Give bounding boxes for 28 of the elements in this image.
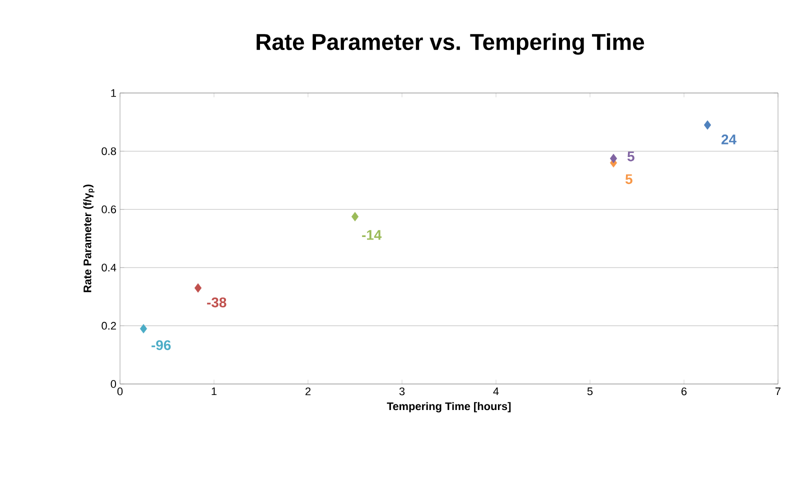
x-tick-label: 7	[776, 388, 780, 396]
point	[140, 324, 148, 334]
x-tick-label: 6	[682, 388, 687, 396]
series-label: 24	[722, 134, 736, 144]
y-tick-label: 0.2	[102, 322, 116, 330]
x-axis-title: Tempering Time [hours]	[386, 402, 511, 412]
point	[194, 283, 202, 293]
point	[610, 154, 618, 164]
point	[704, 120, 712, 130]
series-label: 5	[627, 152, 634, 162]
x-tick-label: 4	[493, 388, 499, 396]
chart-title: Rate Parameter vs. Tempering Time	[256, 33, 644, 55]
point	[351, 212, 359, 222]
series-label: -14	[362, 230, 382, 240]
series-label: 5	[625, 174, 632, 184]
y-tick-label: 1	[111, 89, 116, 97]
x-tick-label: 0	[117, 388, 123, 396]
y-tick-label: 0	[110, 380, 116, 388]
y-axis-title: Rate Parameter (f/γ$_{p}$)	[83, 184, 94, 292]
y-tick-label: 0.6	[102, 206, 116, 214]
y-tick-label: 0.8	[102, 147, 116, 156]
x-tick-label: 1	[212, 388, 217, 396]
x-tick-label: 5	[587, 388, 593, 396]
series-label: -96	[152, 340, 171, 350]
y-tick-label: 0.4	[102, 264, 116, 272]
series-label: -38	[207, 297, 226, 308]
x-tick-label: 3	[399, 388, 405, 396]
x-tick-label: 2	[306, 388, 311, 396]
